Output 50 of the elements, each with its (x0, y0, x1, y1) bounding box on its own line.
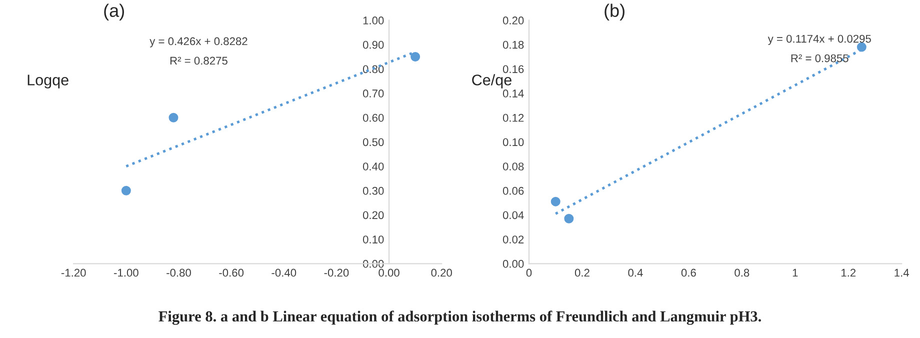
x-tick-label: -0.40 (272, 268, 296, 277)
x-tick-label: -1.00 (114, 268, 138, 277)
annotation: y = 0.1174x + 0.0295 (768, 34, 871, 45)
y-tick-label: 0.00 (502, 260, 524, 268)
y-tick-label: 0.14 (502, 90, 524, 98)
y-tick-label: 0.20 (502, 16, 524, 24)
x-tick-label: 0.4 (628, 268, 643, 277)
x-tick-label: 0.8 (734, 268, 750, 277)
x-tick-label: 0.20 (431, 268, 452, 277)
y-tick-label: 0.90 (362, 40, 384, 49)
y-axis-title: Ce/qe (472, 74, 512, 88)
y-tick-label: 0.70 (362, 90, 384, 98)
y-axis-title: Logqe (28, 74, 68, 88)
y-tick-label: 1.00 (363, 16, 384, 24)
y-tick-label: 0.18 (502, 40, 524, 49)
y-tick-label: 0.08 (502, 162, 524, 170)
chart-title: (b) (604, 4, 624, 21)
point (564, 214, 574, 224)
x-tick-label: -1.20 (61, 268, 86, 277)
point (550, 196, 560, 206)
y-tick-label: 0.02 (502, 236, 524, 244)
chart-title: (a) (104, 4, 124, 21)
x-tick-label: -0.20 (324, 268, 349, 277)
y-tick-label: 0.10 (362, 236, 384, 244)
x-tick-label: 0.6 (681, 268, 696, 277)
point (856, 42, 866, 52)
y-tick-label: 0.60 (362, 114, 384, 122)
x-tick-label: 0 (526, 268, 532, 277)
annotation: y = 0.426x + 0.8282 (150, 37, 248, 48)
x-tick-label: 1 (792, 268, 798, 277)
x-tick-label: 0.00 (378, 268, 400, 277)
y-tick-label: 0.12 (502, 114, 524, 122)
y-tick-label: 0.20 (362, 211, 384, 220)
point (121, 186, 131, 196)
y-tick-label: 0.16 (502, 65, 524, 74)
x-tick-label: 0.2 (574, 268, 590, 277)
y-tick-label: 0.40 (362, 162, 384, 170)
caption: Figure 8. a and b Linear equation of adsorption isotherms of Freundlich and Langmuir pH3. (158, 310, 761, 325)
x-tick-label: 1.2 (841, 268, 856, 277)
x-tick-label: -0.60 (219, 268, 244, 277)
x-tick-label: -0.80 (166, 268, 191, 277)
y-tick-label: 0.50 (362, 138, 384, 146)
x-tick-label: 1.4 (894, 268, 909, 277)
y-tick-label: 0.06 (502, 186, 524, 195)
y-tick-label: 0.30 (362, 186, 384, 195)
point (168, 112, 178, 122)
y-tick-label: 0.04 (502, 211, 524, 220)
point (410, 52, 420, 62)
y-tick-label: 0.10 (502, 138, 524, 146)
annotation: R² = 0.8275 (170, 56, 228, 65)
